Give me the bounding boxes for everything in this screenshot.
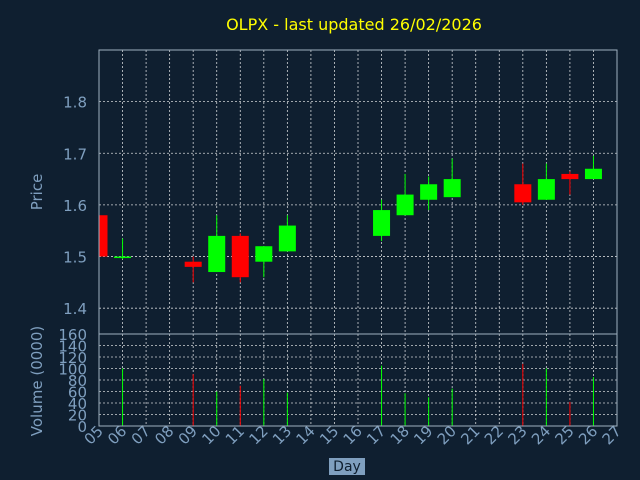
candle-body bbox=[99, 215, 108, 257]
volume-tick-label: 40 bbox=[68, 395, 87, 413]
candle-body bbox=[420, 184, 438, 200]
volume-tick-label: 0 bbox=[77, 418, 87, 436]
candle-body bbox=[114, 256, 132, 259]
grid-layer bbox=[99, 50, 617, 427]
candle-body bbox=[443, 179, 461, 198]
candle-body bbox=[537, 179, 555, 200]
candle-body bbox=[373, 210, 391, 236]
candle-body bbox=[561, 173, 579, 180]
volume-tick-label: 100 bbox=[58, 361, 87, 379]
volume-tick-label: 60 bbox=[68, 384, 87, 402]
volume-tick-label: 160 bbox=[58, 326, 87, 344]
candle-body bbox=[255, 246, 273, 262]
volume-tick-label: 20 bbox=[68, 407, 87, 425]
volume-bars bbox=[122, 363, 594, 426]
volume-tick-label: 140 bbox=[58, 338, 87, 356]
chart-title: OLPX - last updated 26/02/2026 bbox=[226, 15, 482, 34]
candle-body bbox=[231, 235, 249, 278]
price-tick-label: 1.5 bbox=[63, 249, 87, 267]
price-tick-label: 1.6 bbox=[63, 197, 87, 215]
volume-tick-label: 80 bbox=[68, 372, 87, 390]
candle-body bbox=[584, 168, 602, 180]
x-axis-label: Day bbox=[333, 459, 361, 475]
price-tick-label: 1.8 bbox=[63, 94, 87, 112]
price-tick-label: 1.7 bbox=[63, 145, 87, 163]
plot-frames bbox=[98, 49, 618, 427]
candle-body bbox=[396, 194, 414, 216]
tick-labels: 1.41.51.61.71.80204060801001201401600506… bbox=[58, 94, 624, 449]
candle-body bbox=[278, 225, 296, 252]
candles bbox=[98, 155, 602, 283]
candle-body bbox=[208, 235, 226, 273]
volume-axis-label: Volume (0000) bbox=[28, 326, 46, 436]
price-tick-label: 1.4 bbox=[63, 300, 87, 318]
volume-tick-label: 120 bbox=[58, 349, 87, 367]
volume-panel-frame bbox=[98, 333, 618, 427]
price-axis-label: Price bbox=[28, 174, 46, 211]
x-axis-label-background bbox=[329, 458, 365, 475]
candle-body bbox=[514, 184, 532, 203]
candle-body bbox=[184, 261, 202, 267]
